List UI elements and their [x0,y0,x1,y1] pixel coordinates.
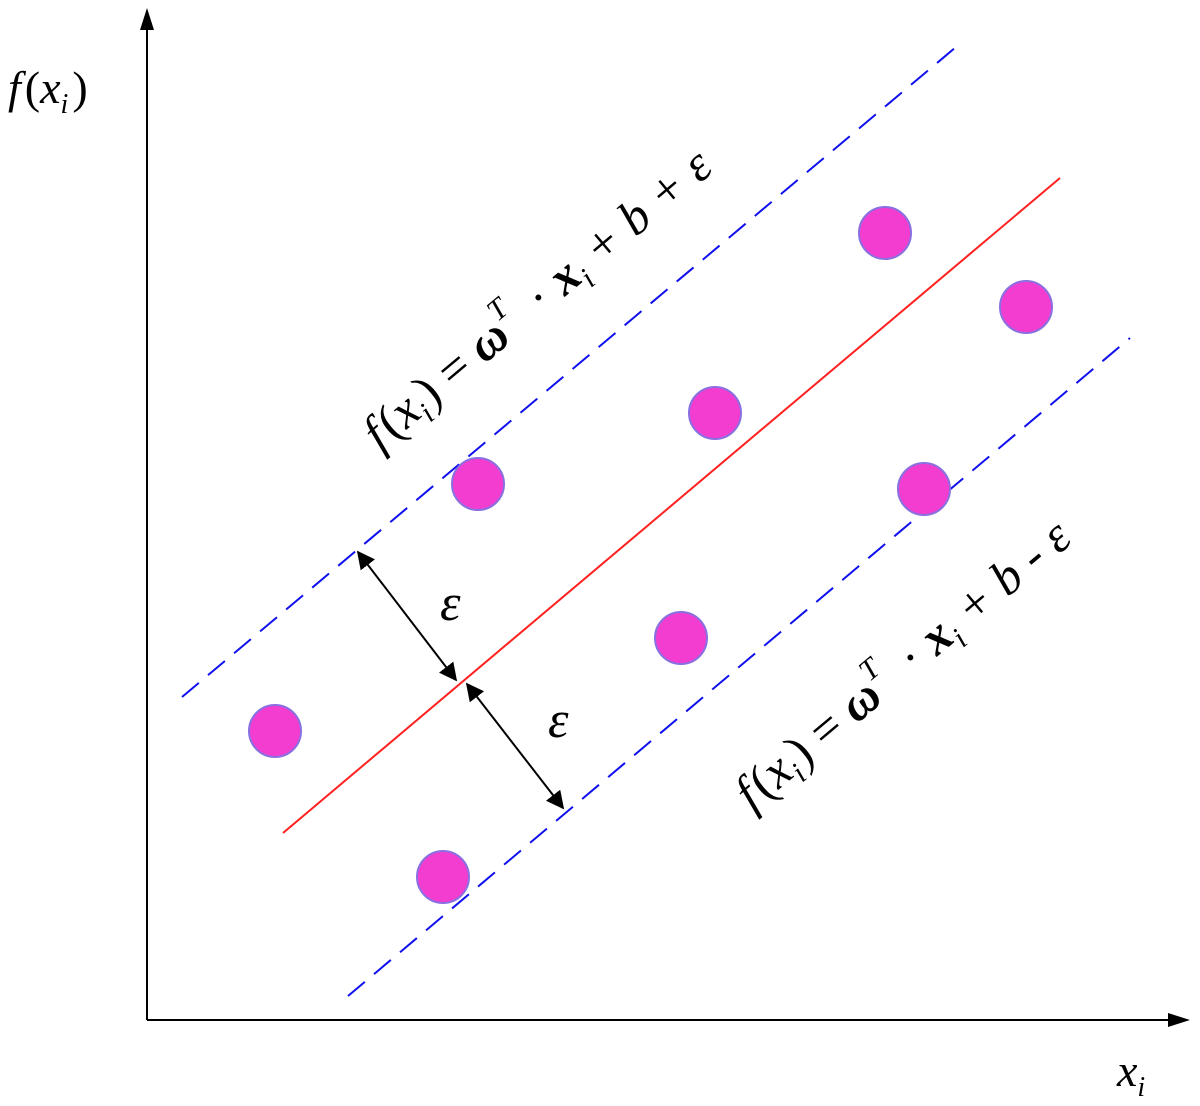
data-point [654,611,708,665]
x-axis-arrowhead [1168,1013,1190,1027]
data-points [248,206,1053,904]
epsilon-label-lower: ε [548,692,569,749]
epsilon-arrow-lower [465,682,565,810]
axes [140,8,1190,1027]
upper-margin-line [181,41,963,698]
y-axis-label: f(xi) [8,62,88,120]
regression-line [282,177,1061,834]
lower-margin-line [347,337,1131,997]
y-axis-arrowhead [140,8,154,30]
lower-margin-equation: f(xi) = ωT · xi + b - ε [720,504,1085,825]
data-point [688,386,742,440]
epsilon-label-upper: ε [440,575,461,632]
data-point [897,462,951,516]
data-point [858,206,912,260]
epsilon-arrow-upper [356,550,458,682]
data-point [451,457,505,511]
upper-margin-equation: f(xi) = ωT · xi + b + ε [348,133,726,465]
data-point [416,850,470,904]
x-axis-label: xi [1116,1045,1145,1103]
data-point [999,280,1053,334]
data-point [248,704,302,758]
